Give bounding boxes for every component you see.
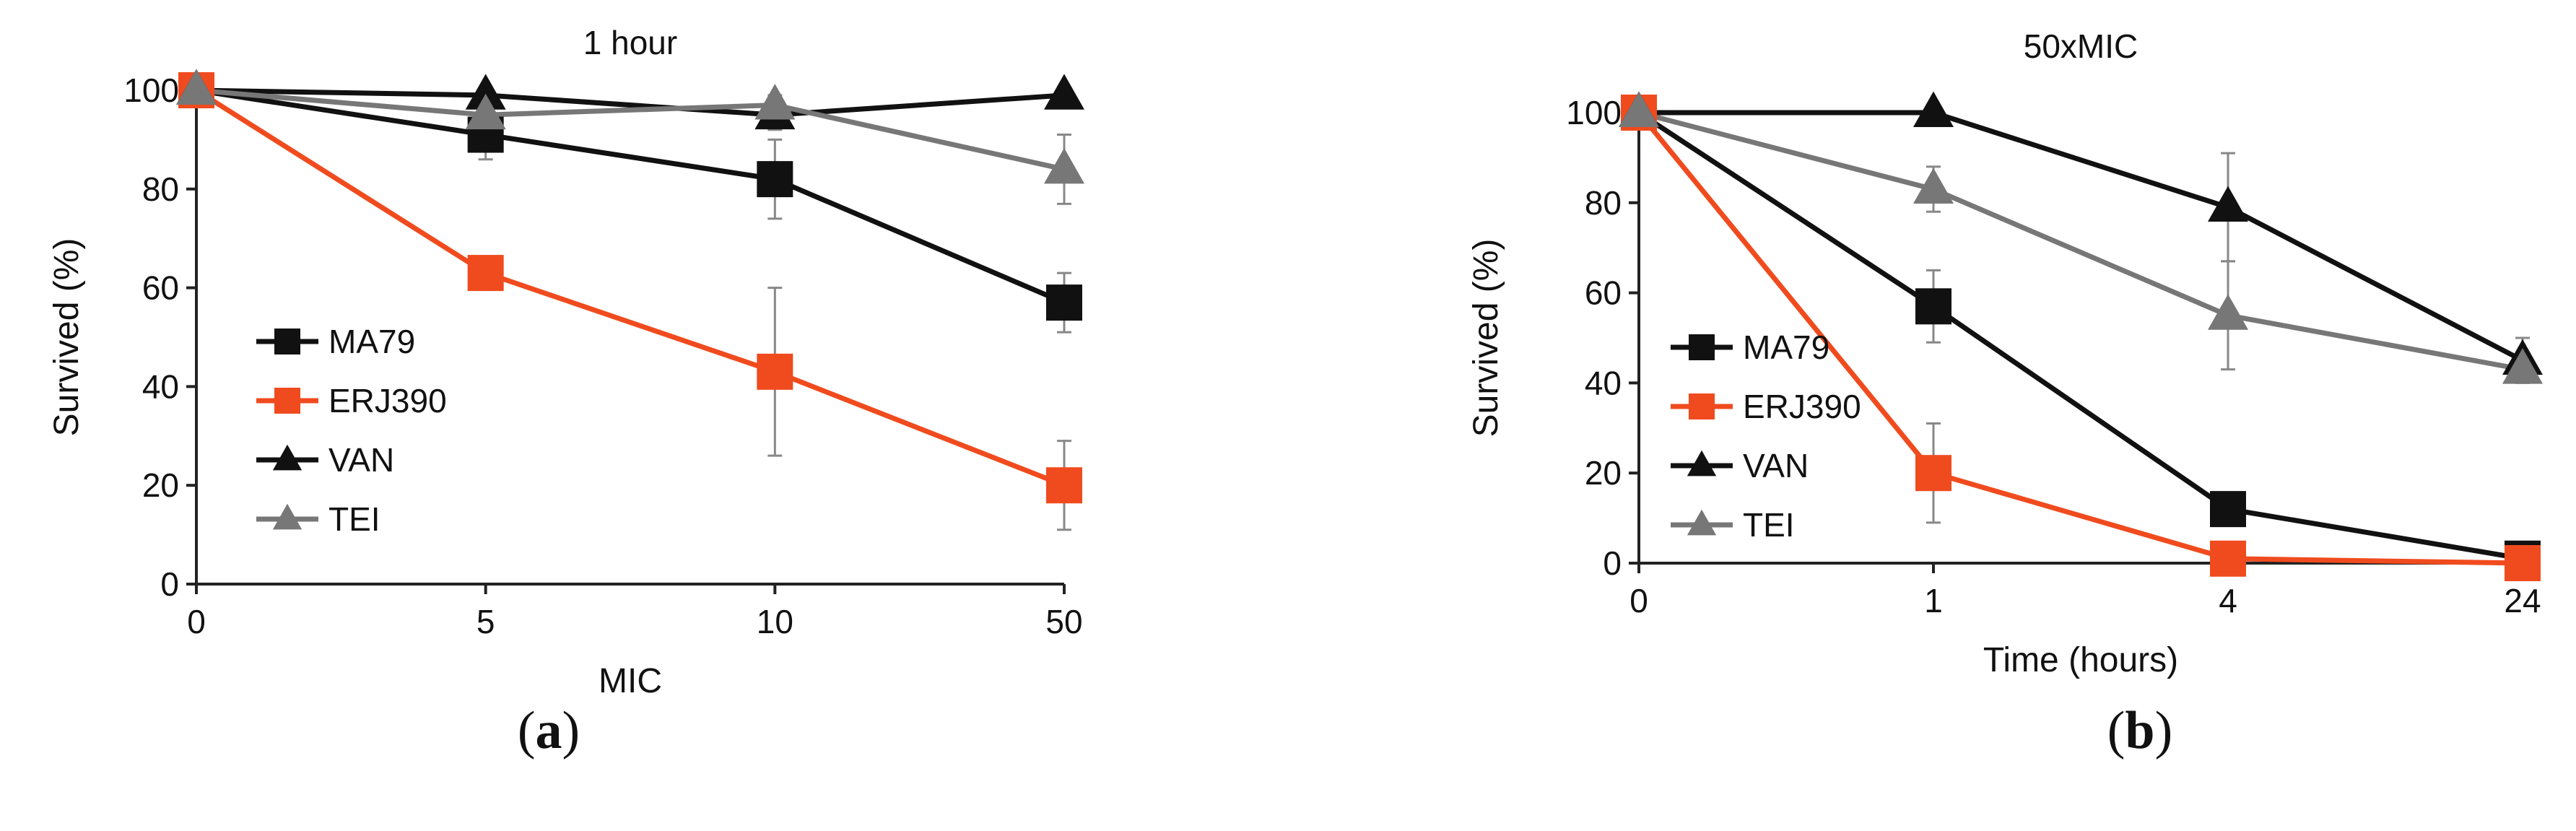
chart-0-y-tick-label: 40 bbox=[142, 367, 179, 405]
chart-0-series-line-ma79 bbox=[196, 87, 1066, 305]
chart-1-point-tei bbox=[2502, 348, 2543, 384]
panel-a-caption: (a) bbox=[517, 701, 580, 760]
chart-0-point-erj390 bbox=[1046, 467, 1082, 504]
chart-1-point-van bbox=[2208, 186, 2248, 222]
chart-1-point-tei bbox=[1619, 91, 1659, 127]
chart-0-x-tick-label: 10 bbox=[757, 603, 793, 640]
chart-0-y-tick-label: 100 bbox=[123, 71, 179, 109]
panel-a-label: a bbox=[535, 701, 562, 760]
chart-1-x-tick-label: 0 bbox=[1629, 582, 1648, 619]
chart-1-y-tick-label: 80 bbox=[1585, 184, 1622, 222]
chart-0-y-tick-label: 0 bbox=[160, 565, 179, 603]
chart-0-legend-marker-tei bbox=[272, 503, 303, 530]
chart-1-y-axis-label: Survived (%) bbox=[1467, 239, 1505, 438]
chart-1-y-tick-label: 0 bbox=[1603, 544, 1622, 582]
chart-1-series-line-tei bbox=[1638, 110, 2523, 373]
chart-a: 0 20 40 60 80 100 0 5 10 50 1 hour MIC Survived (%) M… bbox=[48, 24, 1084, 693]
chart-1-legend-marker-tei bbox=[1687, 509, 1717, 536]
chart-1-point-van bbox=[1913, 91, 1954, 127]
chart-0-point-ma79 bbox=[757, 161, 793, 198]
chart-1-title: 50xMIC bbox=[2024, 27, 2138, 65]
panel-a: 0 20 40 60 80 100 0 5 10 50 1 hour MIC Survived (%) M… bbox=[48, 24, 1084, 760]
chart-0-title: 1 hour bbox=[583, 24, 677, 61]
chart-1-point-tei bbox=[2208, 294, 2248, 330]
chart-1-legend-marker-van bbox=[1687, 450, 1717, 477]
chart-0-series-line-van bbox=[196, 87, 1065, 118]
chart-1-y-tick-label: 40 bbox=[1585, 364, 1622, 401]
chart-1-series-line-van bbox=[1639, 110, 2524, 363]
panel-b-caption: (b) bbox=[2107, 701, 2173, 760]
chart-0-x-tick-label: 5 bbox=[477, 603, 495, 640]
chart-1-x-tick-label: 4 bbox=[2219, 582, 2237, 619]
chart-1-legend-label-tei: TEI bbox=[1743, 506, 1795, 544]
chart-1-legend-marker-ma79 bbox=[1689, 334, 1715, 360]
chart-1-legend-label-ma79: MA79 bbox=[1743, 329, 1829, 366]
chart-1-x-tick-label: 24 bbox=[2504, 582, 2541, 619]
chart-1-point-erj390 bbox=[2210, 540, 2246, 577]
chart-0-legend-marker-van bbox=[272, 444, 303, 471]
chart-1-y-tick-label: 100 bbox=[1566, 94, 1622, 131]
chart-0-point-tei bbox=[754, 84, 796, 120]
chart-0-point-tei bbox=[465, 93, 506, 130]
chart-b: 0 20 40 60 80 100 0 1 4 24 50xMIC Time (hours) Survi… bbox=[1467, 27, 2543, 679]
chart-0-point-tei bbox=[1044, 147, 1084, 184]
chart-1-x-tick-label: 1 bbox=[1924, 582, 1943, 619]
chart-0-point-van bbox=[465, 74, 506, 110]
chart-0-legend-label-van: VAN bbox=[328, 441, 394, 479]
panel-b-label: b bbox=[2125, 701, 2155, 760]
chart-0-point-erj390 bbox=[757, 353, 793, 390]
chart-0-legend-marker-erj390 bbox=[274, 388, 300, 414]
chart-0-point-ma79 bbox=[1046, 284, 1082, 321]
chart-0-y-tick-label: 80 bbox=[142, 170, 179, 208]
chart-0-y-tick-label: 60 bbox=[142, 269, 179, 307]
chart-0-legend-label-ma79: MA79 bbox=[328, 323, 415, 360]
chart-0-x-tick-label: 0 bbox=[187, 603, 206, 640]
chart-0-point-tei bbox=[176, 69, 217, 105]
chart-0-series-line-tei bbox=[196, 87, 1065, 172]
chart-1-point-erj390 bbox=[2505, 545, 2541, 581]
panel-b: 0 20 40 60 80 100 0 1 4 24 50xMIC Time (hours) Survi… bbox=[1288, 0, 2576, 831]
chart-1-legend-label-erj390: ERJ390 bbox=[1743, 388, 1861, 425]
chart-1-series-line-erj390 bbox=[1637, 110, 2523, 566]
chart-0-point-erj390 bbox=[467, 255, 504, 292]
chart-0-series-line-erj390 bbox=[195, 88, 1066, 488]
chart-1-legend-label-van: VAN bbox=[1743, 447, 1809, 484]
chart-1-series-line-ma79 bbox=[1637, 110, 2523, 562]
chart-1-point-tei bbox=[1913, 167, 1954, 204]
chart-1-point-ma79 bbox=[1915, 288, 1951, 325]
chart-0-legend-marker-ma79 bbox=[274, 329, 300, 354]
chart-0-x-tick-label: 50 bbox=[1045, 603, 1082, 640]
chart-0-x-axis-label: MIC bbox=[599, 662, 662, 693]
chart-0-y-axis-label: Survived (%) bbox=[48, 238, 86, 437]
chart-1-y-tick-label: 60 bbox=[1585, 274, 1622, 312]
chart-1-y-tick-label: 20 bbox=[1585, 454, 1622, 492]
chart-1-x-axis-label: Time (hours) bbox=[1983, 641, 2178, 679]
chart-0-point-van bbox=[1044, 74, 1084, 110]
chart-1-point-ma79 bbox=[2210, 491, 2246, 528]
chart-0-legend-label-erj390: ERJ390 bbox=[328, 382, 447, 419]
chart-0-legend-label-tei: TEI bbox=[328, 500, 380, 538]
chart-1-legend-marker-erj390 bbox=[1689, 393, 1715, 419]
chart-1-point-erj390 bbox=[1915, 455, 1951, 492]
chart-0-y-tick-label: 20 bbox=[142, 466, 179, 504]
